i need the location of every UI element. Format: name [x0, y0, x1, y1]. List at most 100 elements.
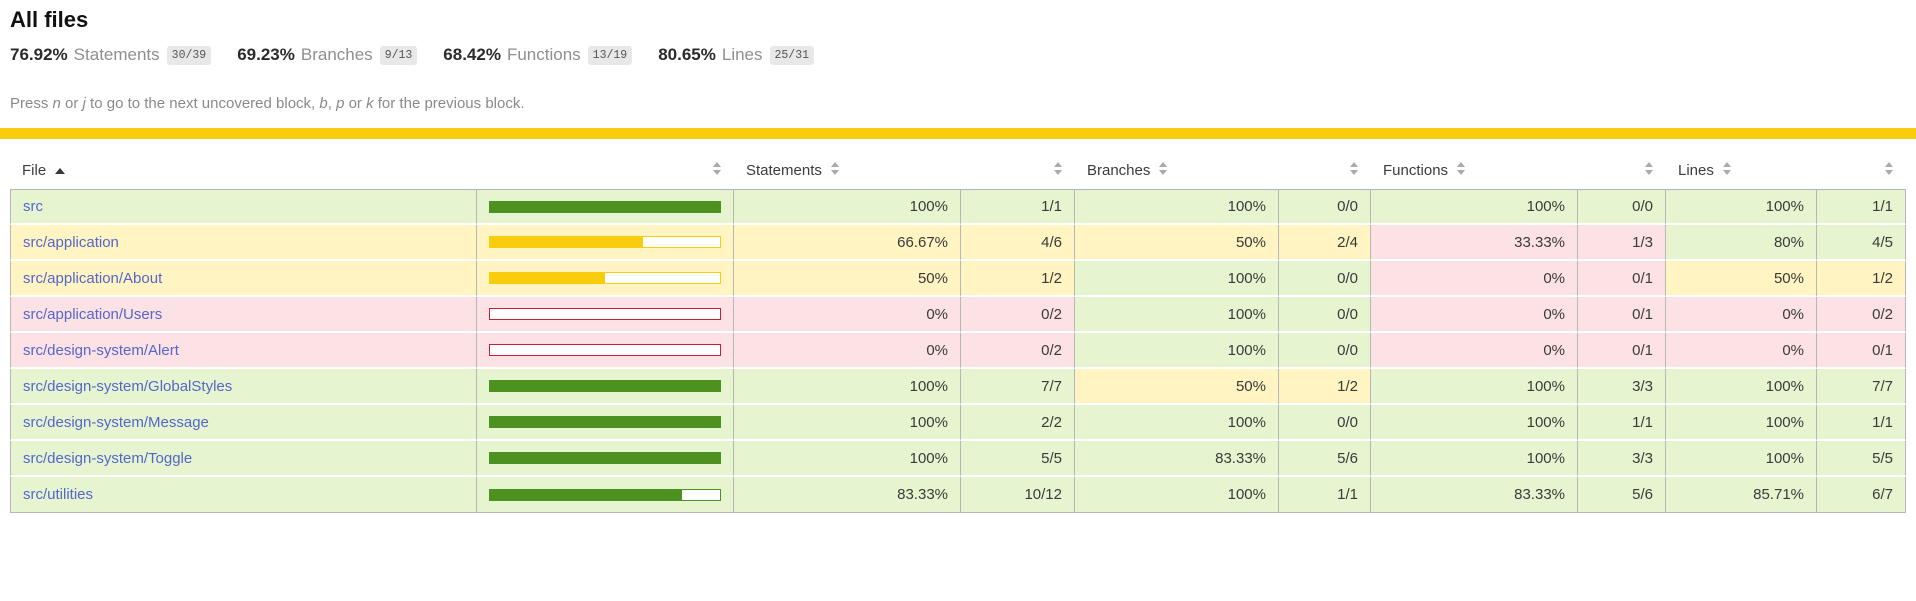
functions-pct-cell: 33.33%: [1371, 225, 1578, 261]
header-branches-raw[interactable]: [1279, 151, 1371, 189]
metric-fraction-badge: 30/39: [166, 46, 212, 65]
table-header-row: File Statements Branches Functions Lines: [10, 151, 1906, 189]
file-cell: src/application/Users: [10, 297, 477, 333]
coverage-bar-fill: [490, 453, 720, 463]
coverage-bar-fill: [490, 273, 605, 283]
lines-frac-cell: 7/7: [1817, 369, 1906, 405]
status-line-medium: [0, 128, 1916, 139]
header-statements-raw[interactable]: [961, 151, 1075, 189]
functions-frac-cell: 0/1: [1578, 261, 1666, 297]
sort-ascending-icon[interactable]: [55, 167, 66, 174]
metric-label: Statements: [73, 45, 160, 64]
branches-frac-cell: 0/0: [1279, 261, 1371, 297]
file-link[interactable]: src/utilities: [23, 486, 94, 503]
statements-pct-cell: 100%: [734, 189, 961, 225]
statements-pct-cell: 83.33%: [734, 477, 961, 513]
summary-metric: 69.23% Branches 9/13: [237, 44, 418, 67]
functions-pct-cell: 0%: [1371, 261, 1578, 297]
statements-pct-cell: 50%: [734, 261, 961, 297]
coverage-bar: [489, 488, 721, 501]
hint-key-n: n: [52, 95, 61, 112]
lines-frac-cell: 6/7: [1817, 477, 1906, 513]
header-functions-raw[interactable]: [1578, 151, 1666, 189]
file-link[interactable]: src/design-system/Toggle: [23, 449, 193, 467]
lines-pct-cell: 100%: [1666, 369, 1817, 405]
branches-pct-cell: 100%: [1075, 189, 1279, 225]
page-title: All files: [10, 7, 89, 32]
statements-pct-cell: 0%: [734, 333, 961, 369]
sort-icon[interactable]: [830, 161, 840, 175]
metric-fraction-badge: 13/19: [587, 46, 633, 65]
functions-frac-cell: 3/3: [1578, 441, 1666, 477]
branches-frac-cell: 2/4: [1279, 225, 1371, 261]
sort-icon[interactable]: [1054, 161, 1063, 175]
file-link[interactable]: src/design-system/GlobalStyles: [23, 377, 233, 395]
branches-pct-cell: 100%: [1075, 405, 1279, 441]
lines-pct-cell: 100%: [1666, 441, 1817, 477]
pic-cell: [477, 225, 734, 261]
coverage-bar-fill: [490, 201, 720, 212]
branches-frac-cell: 1/2: [1279, 369, 1371, 405]
functions-pct-cell: 100%: [1371, 405, 1578, 441]
pic-cell: [477, 369, 734, 405]
file-link[interactable]: src/application: [23, 233, 119, 251]
file-cell: src/design-system/Toggle: [10, 441, 477, 477]
functions-frac-cell: 5/6: [1578, 477, 1666, 513]
coverage-bar: [489, 200, 721, 213]
header-pic[interactable]: [477, 151, 734, 189]
summary-metric: 80.65% Lines 25/31: [658, 44, 815, 67]
file-cell: src/design-system/Message: [10, 405, 477, 441]
branches-pct-cell: 83.33%: [1075, 441, 1279, 477]
lines-frac-cell: 1/2: [1817, 261, 1906, 297]
hint-key-p: p: [336, 95, 345, 112]
header-statements[interactable]: Statements: [734, 151, 961, 189]
coverage-summary: 76.92% Statements 30/39 69.23% Branches 9/13 6…: [10, 44, 1906, 67]
header-functions[interactable]: Functions: [1371, 151, 1578, 189]
coverage-table-body: src 100% 1/1 100% 0/0 100% 0/0 100% 1/1 …: [10, 189, 1906, 513]
coverage-bar: [489, 452, 721, 464]
metric-percent: 76.92%: [10, 45, 68, 64]
hint-key-k: k: [366, 95, 374, 112]
hint-key-j: j: [82, 95, 86, 112]
lines-frac-cell: 0/1: [1817, 333, 1906, 369]
file-link[interactable]: src/application/Users: [23, 305, 163, 323]
pic-cell: [477, 297, 734, 333]
sort-icon[interactable]: [1885, 161, 1894, 175]
summary-metric: 68.42% Functions 13/19: [443, 44, 633, 67]
statements-pct-cell: 100%: [734, 405, 961, 441]
table-row: src/design-system/Alert 0% 0/2 100% 0/0 …: [10, 333, 1906, 369]
header-branches[interactable]: Branches: [1075, 151, 1279, 189]
coverage-bar-fill: [490, 489, 682, 500]
sort-icon[interactable]: [1159, 161, 1168, 175]
file-link[interactable]: src/design-system/Message: [23, 413, 209, 431]
file-link[interactable]: src/design-system/Alert: [23, 341, 179, 359]
statements-frac-cell: 10/12: [961, 477, 1075, 513]
statements-frac-cell: 1/1: [961, 189, 1075, 225]
sort-icon[interactable]: [1722, 161, 1732, 175]
header-file[interactable]: File: [10, 151, 477, 189]
sort-icon[interactable]: [1457, 161, 1466, 175]
statements-pct-cell: 0%: [734, 297, 961, 333]
hint-key-b: b: [319, 95, 328, 112]
coverage-bar-fill: [490, 237, 644, 247]
metric-percent: 69.23%: [237, 45, 295, 64]
file-link[interactable]: src/application/About: [23, 269, 163, 287]
lines-pct-cell: 0%: [1666, 297, 1817, 333]
metric-label: Branches: [300, 45, 373, 64]
branches-frac-cell: 5/6: [1279, 441, 1371, 477]
sort-icon[interactable]: [1645, 161, 1654, 175]
lines-frac-cell: 1/1: [1817, 189, 1906, 225]
header-lines-raw[interactable]: [1817, 151, 1906, 189]
lines-pct-cell: 0%: [1666, 333, 1817, 369]
coverage-table: File Statements Branches Functions Lines…: [10, 151, 1906, 513]
sort-icon[interactable]: [713, 161, 722, 175]
lines-pct-cell: 80%: [1666, 225, 1817, 261]
file-link[interactable]: src: [23, 198, 43, 215]
coverage-bar: [489, 344, 721, 356]
functions-pct-cell: 0%: [1371, 333, 1578, 369]
statements-frac-cell: 0/2: [961, 333, 1075, 369]
header-lines[interactable]: Lines: [1666, 151, 1817, 189]
statements-frac-cell: 1/2: [961, 261, 1075, 297]
branches-frac-cell: 0/0: [1279, 189, 1371, 225]
sort-icon[interactable]: [1350, 161, 1359, 175]
